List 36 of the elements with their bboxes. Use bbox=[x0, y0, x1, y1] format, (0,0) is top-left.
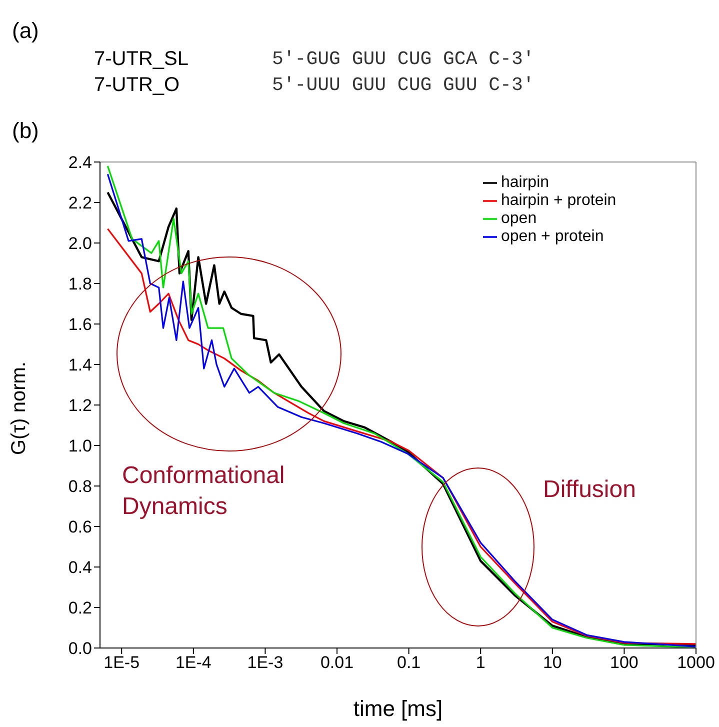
x-tick-label: 1000 bbox=[677, 653, 715, 672]
x-tick-label: 1E-3 bbox=[247, 653, 284, 672]
y-tick-label: 1.0 bbox=[68, 436, 92, 456]
legend-label: hairpin bbox=[501, 174, 550, 191]
text: 7-UTR_SL bbox=[94, 48, 188, 71]
y-tick-label: 1.2 bbox=[68, 396, 92, 416]
legend-label: open bbox=[501, 210, 537, 227]
x-axis-title: time [ms] bbox=[353, 696, 443, 721]
text: (b) bbox=[12, 118, 39, 144]
legend-label: hairpin + protein bbox=[501, 192, 616, 209]
y-tick-label: 0.8 bbox=[68, 477, 92, 496]
y-tick-label: 1.8 bbox=[68, 274, 92, 294]
y-tick-label: 2.4 bbox=[68, 153, 92, 172]
text: (a) bbox=[12, 18, 39, 44]
x-tick-label: 1E-4 bbox=[175, 653, 212, 672]
text: 7-UTR_O bbox=[94, 74, 180, 97]
y-tick-label: 1.6 bbox=[68, 315, 92, 334]
y-tick-label: 0.2 bbox=[68, 598, 92, 618]
y-tick-label: 2.2 bbox=[68, 194, 92, 213]
y-tick-label: 2.0 bbox=[68, 234, 92, 254]
x-tick-label: 100 bbox=[610, 653, 638, 672]
y-tick-label: 1.4 bbox=[68, 356, 92, 375]
x-tick-label: 10 bbox=[542, 653, 562, 672]
text: 5′-GUG GUU CUG GCA C-3′ bbox=[272, 48, 534, 70]
x-tick-label: 0.01 bbox=[320, 653, 354, 672]
y-tick-label: 0.0 bbox=[68, 639, 92, 658]
y-tick-label: 0.4 bbox=[68, 558, 92, 578]
legend-label: open + protein bbox=[501, 228, 604, 245]
annotation: Diffusion bbox=[543, 476, 636, 504]
y-axis-title: G(τ) norm. bbox=[8, 362, 30, 455]
x-tick-label: 1E-5 bbox=[104, 653, 140, 672]
y-tick-label: 0.6 bbox=[68, 518, 92, 537]
annotation: Conformational Dynamics bbox=[122, 461, 286, 522]
x-tick-label: 1 bbox=[476, 653, 486, 672]
x-tick-label: 0.1 bbox=[396, 653, 421, 672]
text: 5′-UUU GUU CUG GUU C-3′ bbox=[272, 74, 534, 96]
